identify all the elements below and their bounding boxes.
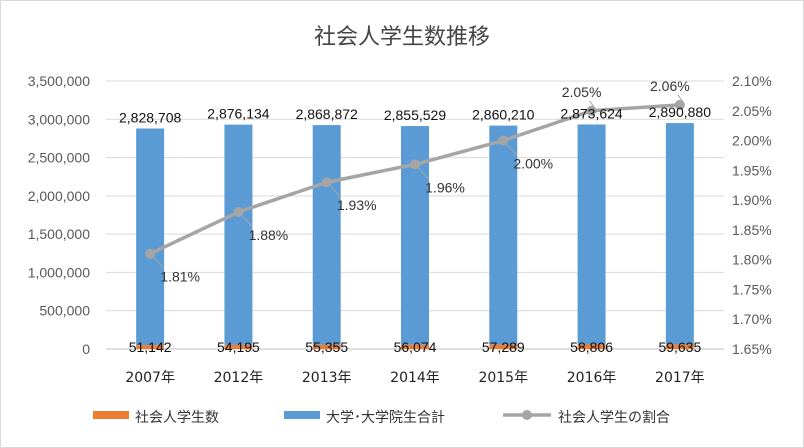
ratio-line	[145, 99, 685, 259]
y-left-tick-label: 1,000,000	[28, 264, 90, 280]
percent-value-label: 2.00%	[513, 156, 553, 172]
y-right-tick-label: 1.85%	[732, 222, 772, 238]
total-value-label: 2,876,134	[207, 106, 269, 122]
total-value-label: 2,890,880	[649, 104, 711, 120]
y-left-tick-label: 1,500,000	[28, 226, 90, 242]
ratio-point	[674, 99, 685, 110]
working-students-value-label: 55,355	[305, 339, 348, 355]
ratio-point	[498, 135, 509, 146]
y-left-tick-label: 3,500,000	[28, 73, 90, 89]
axes: 0 500,000 1,000,000 1,500,000 2,000,000 2,500…	[28, 73, 772, 386]
x-category-label: 2013年	[302, 370, 352, 386]
bar-working-students	[577, 344, 606, 349]
percent-leader-line	[417, 167, 430, 180]
y-left-tick-label: 2,500,000	[28, 150, 90, 166]
working-students-value-label: 51,142	[129, 339, 172, 355]
bar-working-students	[312, 344, 341, 349]
bar-total-students	[312, 125, 341, 345]
y-right-tick-label: 2.00%	[732, 133, 772, 149]
legend: 社会人学生数 大学･大学院生合計 社会人学生の割合	[93, 409, 670, 426]
percent-leader-line	[589, 100, 595, 109]
ratio-point	[233, 207, 244, 218]
x-category-label: 2017年	[655, 370, 705, 386]
y-right-tick-label: 1.65%	[732, 341, 772, 357]
working-students-value-label: 57,289	[482, 339, 525, 355]
y-right-tick-label: 2.05%	[732, 103, 772, 119]
percent-value-label: 1.93%	[337, 197, 377, 213]
total-value-label: 2,873,624	[560, 105, 622, 121]
percent-leader-line	[329, 184, 342, 198]
legend-label-ratio: 社会人学生の割合	[558, 409, 670, 426]
y-right-tick-label: 1.80%	[732, 252, 772, 268]
x-category-label: 2012年	[214, 370, 264, 386]
percent-value-label: 2.05%	[562, 84, 602, 100]
percent-value-label: 1.96%	[425, 179, 465, 195]
ratio-point	[145, 248, 156, 259]
ratio-point	[410, 159, 420, 170]
bar-working-students	[489, 344, 518, 349]
total-value-label: 2,860,210	[472, 107, 534, 123]
percent-leader-line	[152, 256, 165, 270]
total-value-label: 2,868,872	[296, 106, 358, 122]
y-left-tick-label: 0	[82, 341, 90, 357]
bar-total-students	[489, 125, 518, 345]
chart-title: 社会人学生数推移	[314, 25, 490, 50]
x-category-label: 2015年	[478, 370, 528, 386]
percent-leader-line	[677, 94, 684, 103]
ratio-point	[586, 105, 597, 116]
bar-total-students	[401, 126, 429, 345]
x-category-label: 2014年	[390, 370, 440, 386]
x-category-label: 2016年	[567, 370, 617, 386]
percent-value-label: 1.88%	[249, 227, 289, 243]
y-left-tick-label: 500,000	[39, 303, 90, 319]
bar-working-students	[224, 344, 253, 349]
bar-total-students	[577, 124, 606, 345]
working-students-value-label: 58,806	[570, 339, 613, 355]
working-students-value-label: 54,195	[217, 339, 260, 355]
bar-working-students	[136, 345, 165, 349]
legend-swatch-total-students	[284, 411, 320, 419]
legend-label-working-students: 社会人学生数	[135, 410, 219, 426]
total-value-label: 2,828,708	[119, 109, 181, 125]
bars	[136, 123, 694, 349]
percent-leader-line	[241, 214, 253, 228]
bar-total-students	[136, 128, 165, 346]
working-students-value-label: 59,635	[658, 339, 701, 355]
bar-total-students	[224, 124, 253, 345]
y-right-tick-label: 1.95%	[732, 162, 772, 178]
working-students-value-label: 56,074	[394, 339, 437, 355]
bar-working-students	[401, 344, 429, 349]
y-left-tick-label: 2,000,000	[28, 188, 90, 204]
percent-value-label: 1.81%	[160, 269, 200, 285]
y-right-tick-label: 2.10%	[732, 73, 772, 89]
bar-total-students	[665, 123, 694, 345]
y-left-tick-label: 3,000,000	[28, 111, 90, 127]
data-labels: 2,828,708 2,876,134 2,868,872 2,855,529 2,86…	[119, 78, 711, 355]
y-right-tick-label: 1.90%	[732, 192, 772, 208]
percent-value-label: 2.06%	[650, 78, 690, 94]
y-right-tick-label: 1.70%	[732, 311, 772, 327]
percent-leader-line	[505, 143, 518, 156]
bar-working-students	[665, 344, 694, 349]
x-category-label: 2007年	[125, 370, 175, 386]
legend-label-total-students: 大学･大学院生合計	[326, 410, 445, 426]
total-value-label: 2,855,529	[384, 107, 446, 123]
legend-swatch-working-students	[93, 411, 129, 419]
y-right-tick-label: 1.75%	[732, 281, 772, 297]
ratio-point	[321, 177, 332, 188]
legend-swatch-ratio-marker	[522, 410, 532, 420]
